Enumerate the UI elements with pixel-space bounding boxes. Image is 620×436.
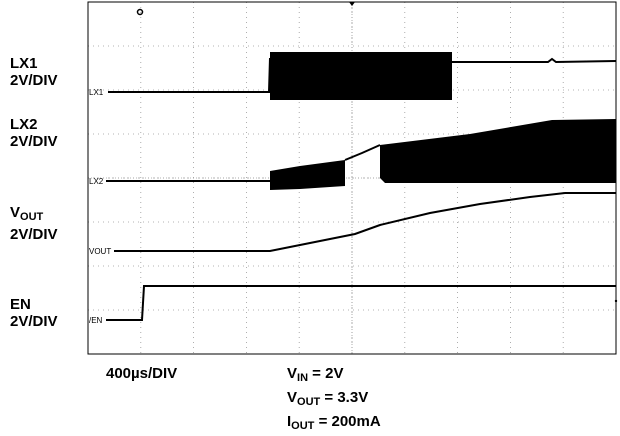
channel-name: EN [10,296,31,313]
channel-scale: 2V/DIV [10,313,58,330]
channel-name: LX1 [10,55,38,72]
condition-vout: VOUT = 3.3V [287,389,369,408]
trace-lx2-switching-2 [380,119,616,183]
trace-lx1-switching [270,52,452,100]
channel-label-lx2: LX2 2V/DIV [10,116,58,150]
test-conditions: VIN = 2V VOUT = 3.3V IOUT = 200mA [287,364,381,436]
channel-label-lx1: LX1 2V/DIV [10,55,58,89]
condition-iout: IOUT = 200mA [287,413,381,432]
channel-marker-3: VOUT [89,247,111,256]
trigger-point-marker [136,8,144,16]
channel-scale: 2V/DIV [10,72,58,89]
trace-en-marker-dot [614,299,618,303]
channel-marker-2: LX2 [89,177,104,186]
condition-vin: VIN = 2V [287,365,344,384]
channel-marker-1: LX1 [89,88,104,97]
time-scale-label: 400µs/DIV [106,365,178,382]
trace-vout [114,192,616,252]
channel-markers: LX1 LX2 VOUT/EN [89,88,111,325]
channel-label-en: EN 2V/DIV [10,296,58,330]
trace-lx2-transition [344,144,381,161]
channel-marker-4: /EN [89,316,103,325]
trigger-position-marker [349,2,355,6]
channel-scale: 2V/DIV [10,226,58,243]
channel-label-vout: VOUT 2V/DIV [10,204,58,243]
trace-lx2-switching-1 [270,160,345,190]
channel-scale: 2V/DIV [10,133,58,150]
trace-en [106,285,616,321]
traces [106,52,618,321]
channel-name: VOUT [10,204,44,223]
trace-lx1-settled [268,57,617,93]
channel-name: LX2 [10,116,38,133]
